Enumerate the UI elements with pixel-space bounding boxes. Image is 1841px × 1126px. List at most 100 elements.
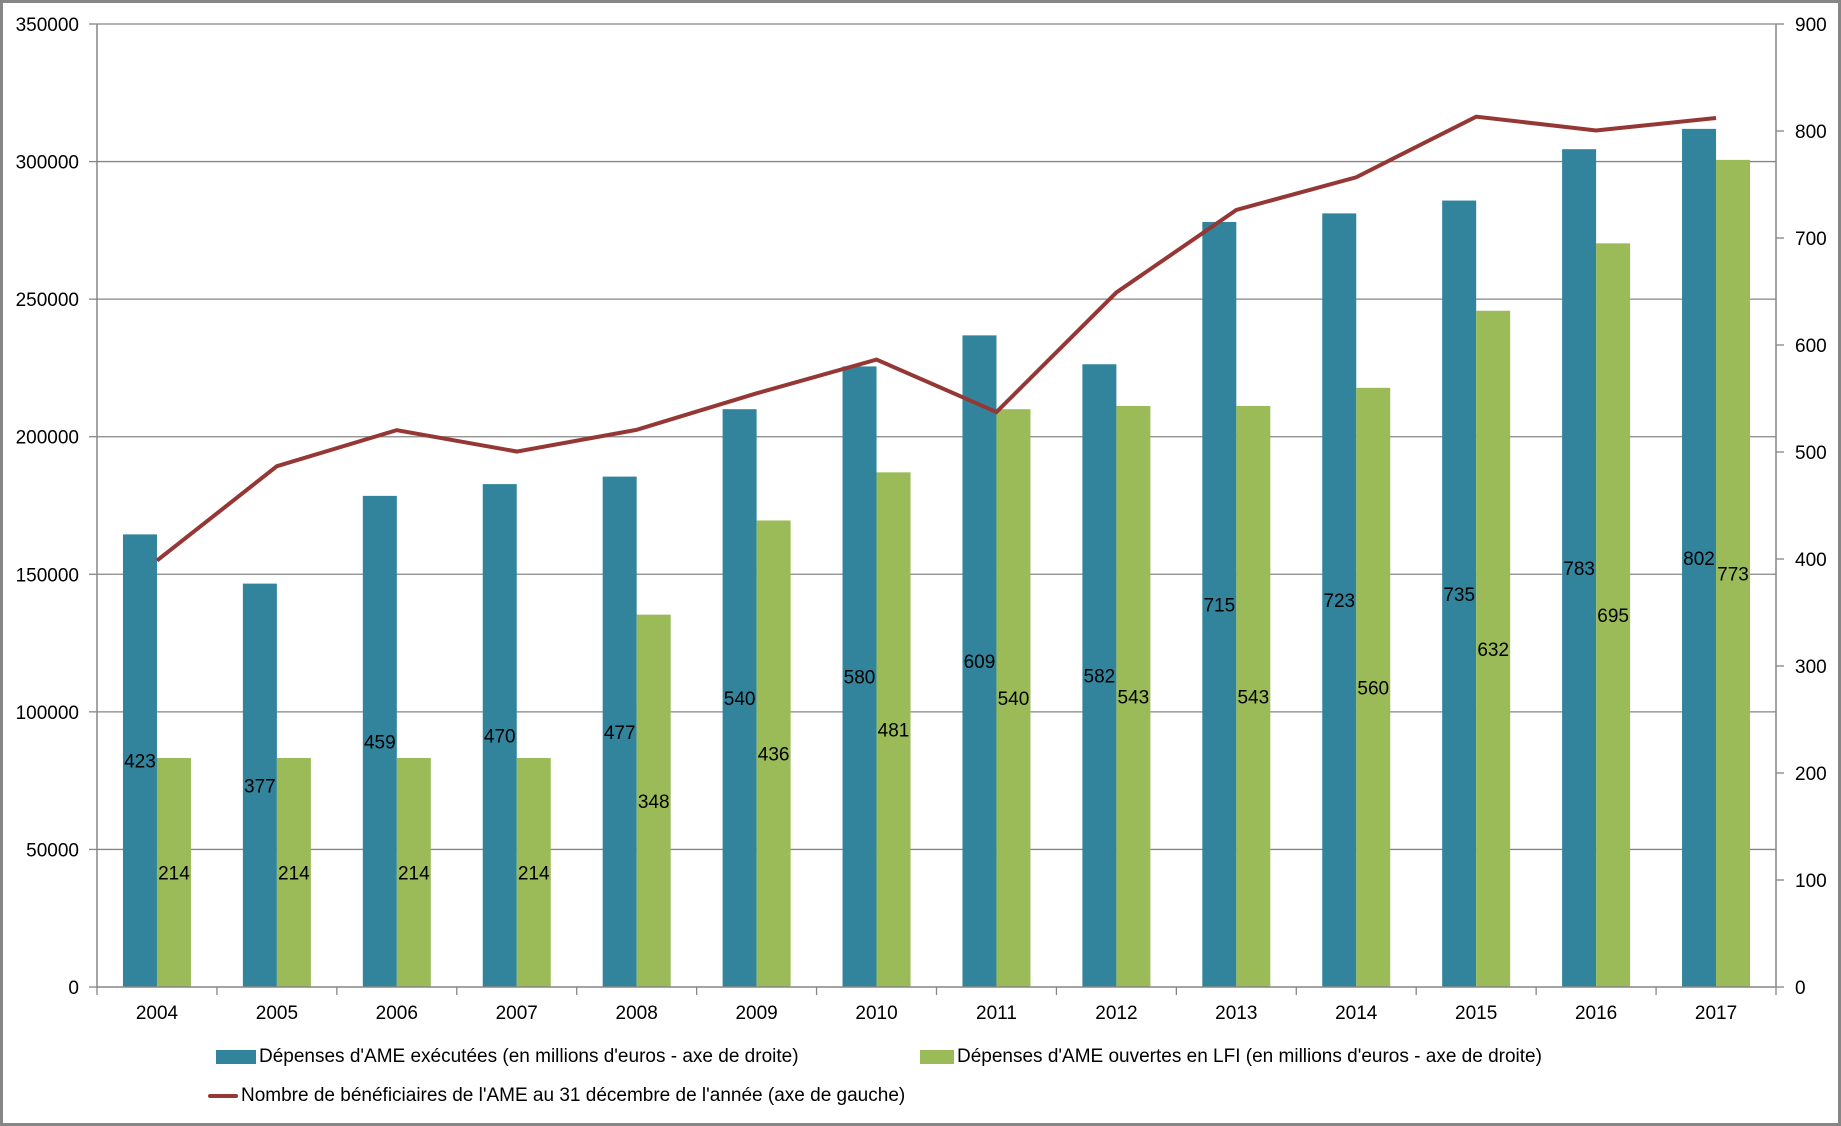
right-axis-tick-label: 200 bbox=[1795, 764, 1827, 785]
data-label: 609 bbox=[964, 652, 996, 673]
bar bbox=[996, 409, 1031, 987]
data-label: 214 bbox=[278, 864, 310, 885]
data-label: 580 bbox=[844, 668, 876, 689]
data-label: 543 bbox=[1118, 687, 1150, 708]
data-label: 377 bbox=[244, 776, 276, 797]
data-label: 783 bbox=[1563, 559, 1595, 580]
bar bbox=[1236, 405, 1271, 987]
data-label: 802 bbox=[1683, 549, 1715, 570]
left-axis-tick-label: 250000 bbox=[16, 290, 79, 311]
bar bbox=[396, 758, 431, 987]
x-axis-tick-label: 2005 bbox=[256, 1003, 298, 1024]
data-label: 481 bbox=[878, 721, 910, 742]
data-label: 423 bbox=[124, 752, 156, 773]
bar bbox=[1322, 213, 1357, 987]
data-labels: 423 377 459 470 477 540 580 609 582 715 723 735 783 8… bbox=[124, 549, 1749, 885]
legend-item-executed: Dépenses d'AME exécutées (en millions d'… bbox=[216, 1046, 799, 1068]
bar bbox=[1682, 128, 1717, 988]
left-axis-tick-label: 50000 bbox=[26, 840, 79, 861]
right-axis-tick-label: 300 bbox=[1795, 657, 1827, 678]
legend-item-beneficiaries: Nombre de bénéficiaires de l'AME au 31 d… bbox=[208, 1085, 905, 1107]
data-label: 715 bbox=[1203, 595, 1235, 616]
x-axis-tick-label: 2014 bbox=[1335, 1003, 1378, 1024]
right-axis-tick-label: 400 bbox=[1795, 550, 1827, 571]
data-label: 214 bbox=[398, 864, 430, 885]
left-axis-tick-label: 0 bbox=[68, 978, 79, 999]
right-axis-tick-label: 900 bbox=[1795, 15, 1827, 36]
bar bbox=[482, 484, 517, 987]
right-axis-tick-label: 600 bbox=[1795, 336, 1827, 357]
bar bbox=[122, 534, 157, 987]
right-axis-tick-label: 800 bbox=[1795, 122, 1827, 143]
data-label: 695 bbox=[1597, 606, 1629, 627]
data-label: 348 bbox=[638, 792, 670, 813]
bar bbox=[876, 472, 911, 988]
left-axis-tick-label: 200000 bbox=[16, 428, 79, 449]
bar bbox=[962, 335, 997, 987]
x-axis-tick-label: 2009 bbox=[735, 1003, 777, 1024]
x-axis-tick-label: 2006 bbox=[376, 1003, 418, 1024]
beneficiaries-line bbox=[155, 114, 1717, 563]
bar bbox=[516, 758, 551, 987]
bar bbox=[1596, 243, 1631, 988]
x-axis-tick-label: 2004 bbox=[136, 1003, 179, 1024]
data-label: 540 bbox=[998, 689, 1030, 710]
bar bbox=[842, 366, 877, 987]
legend-swatch-lfi bbox=[920, 1050, 954, 1064]
bar bbox=[1562, 149, 1597, 987]
x-axis-tick-label: 2016 bbox=[1575, 1003, 1617, 1024]
bar bbox=[636, 614, 671, 987]
left-axis-tick-label: 350000 bbox=[16, 15, 79, 36]
legend-label-lfi: Dépenses d'AME ouvertes en LFI (en milli… bbox=[957, 1046, 1542, 1067]
bar bbox=[242, 583, 277, 987]
bar bbox=[1082, 364, 1117, 987]
x-axis-tick-label: 2010 bbox=[855, 1003, 897, 1024]
bar bbox=[722, 409, 757, 987]
data-label: 582 bbox=[1084, 667, 1116, 688]
left-axis-tick-label: 300000 bbox=[16, 153, 79, 174]
data-label: 477 bbox=[604, 723, 636, 744]
data-label: 773 bbox=[1717, 564, 1749, 585]
data-label: 723 bbox=[1323, 591, 1355, 612]
x-axis-tick-label: 2013 bbox=[1215, 1003, 1257, 1024]
data-label: 470 bbox=[484, 727, 516, 748]
bar bbox=[1356, 387, 1391, 987]
right-axis-tick-label: 700 bbox=[1795, 229, 1827, 250]
bar bbox=[156, 758, 191, 987]
gridlines bbox=[97, 23, 1776, 851]
data-label: 540 bbox=[724, 689, 756, 710]
data-label: 214 bbox=[158, 864, 190, 885]
legend-item-lfi: Dépenses d'AME ouvertes en LFI (en milli… bbox=[920, 1046, 1542, 1068]
x-axis-tick-label: 2007 bbox=[496, 1003, 538, 1024]
x-axis-tick-label: 2015 bbox=[1455, 1003, 1497, 1024]
data-label: 459 bbox=[364, 732, 396, 753]
bar bbox=[1202, 221, 1237, 987]
bar bbox=[602, 476, 637, 987]
axes: 0 50000 100000 150000 200000 250000 300000 3500… bbox=[16, 15, 1827, 1024]
legend-label-beneficiaries: Nombre de bénéficiaires de l'AME au 31 d… bbox=[241, 1085, 906, 1106]
right-axis-tick-label: 0 bbox=[1795, 978, 1806, 999]
bar bbox=[362, 495, 397, 987]
right-axis-tick-label: 500 bbox=[1795, 443, 1827, 464]
right-axis-tick-label: 100 bbox=[1795, 871, 1827, 892]
left-axis-tick-label: 150000 bbox=[16, 565, 79, 586]
legend-swatch-executed bbox=[216, 1050, 256, 1064]
left-axis-tick-label: 100000 bbox=[16, 703, 79, 724]
bar bbox=[1716, 159, 1751, 987]
bar bbox=[276, 758, 311, 987]
bar bbox=[1442, 200, 1477, 988]
legend-label-executed: Dépenses d'AME exécutées (en millions d'… bbox=[259, 1046, 799, 1067]
data-label: 735 bbox=[1443, 585, 1475, 606]
x-axis-tick-label: 2008 bbox=[616, 1003, 658, 1024]
data-label: 560 bbox=[1357, 678, 1389, 699]
line-series bbox=[155, 114, 1717, 563]
bars bbox=[122, 128, 1751, 988]
legend-swatch-beneficiaries bbox=[208, 1094, 238, 1098]
bar bbox=[756, 520, 791, 987]
data-label: 436 bbox=[758, 745, 790, 766]
bar bbox=[1476, 310, 1511, 987]
bar bbox=[1116, 405, 1151, 987]
data-label: 632 bbox=[1477, 640, 1509, 661]
x-axis-tick-label: 2017 bbox=[1695, 1003, 1737, 1024]
